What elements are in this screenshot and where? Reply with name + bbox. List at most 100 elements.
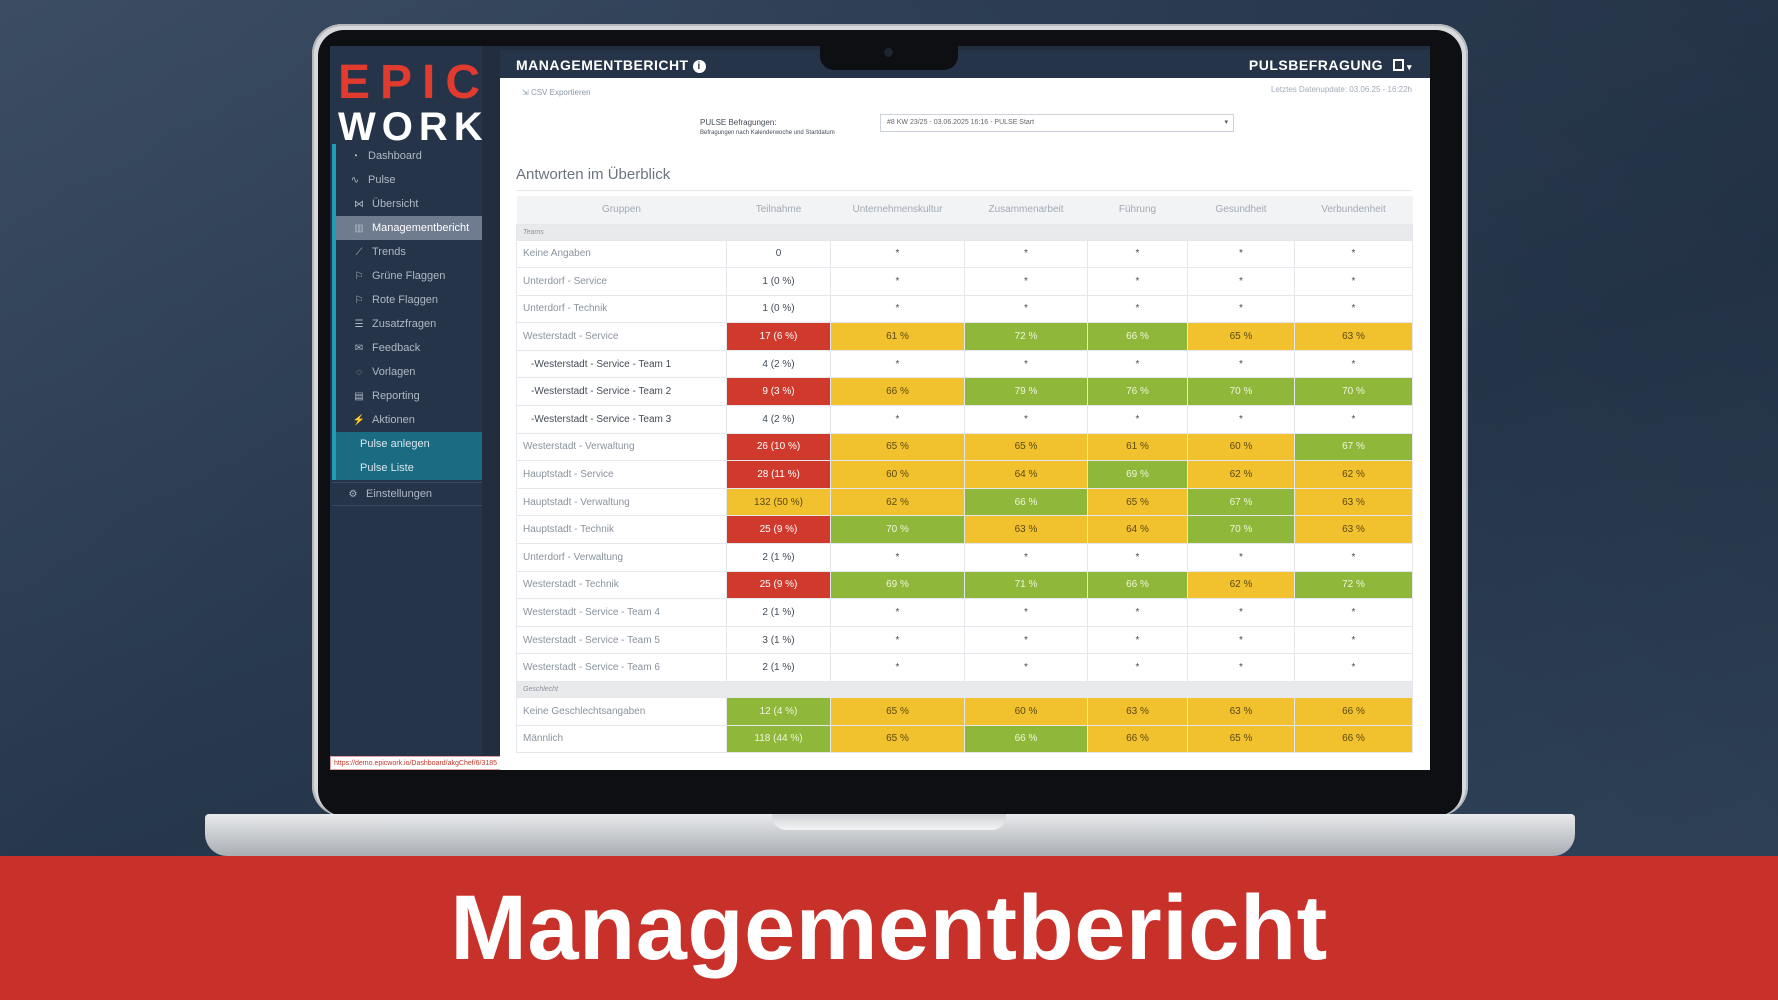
sidebar-item-dashboard[interactable]: ◔ Dashboard <box>332 144 482 168</box>
table-header-row: Gruppen Teilnahme Unternehmenskultur Zusamm… <box>516 196 1413 225</box>
score-cell: * <box>1187 405 1295 434</box>
sidebar-item-trends[interactable]: ⟋ Trends <box>332 240 482 264</box>
logo-epic-text: EPIC <box>338 56 491 109</box>
table-row[interactable]: Unterdorf - Verwaltung 2 (1 %) * * * * * <box>516 543 1413 572</box>
score-cell: * <box>964 349 1088 379</box>
sidebar-item-pulse-liste[interactable]: Pulse Liste <box>332 456 482 480</box>
group-label: Geschlecht <box>516 681 1413 698</box>
gauge-icon: ◔ <box>351 150 359 162</box>
table-row[interactable]: Hauptstadt - Service 28 (11 %) 60 % 64 % 69 … <box>516 460 1413 489</box>
score-cell: 60 % <box>830 460 965 489</box>
score-cell: * <box>830 625 965 655</box>
sidebar-item-einstellungen[interactable]: ⚙ Einstellungen <box>332 482 482 506</box>
score-cell: * <box>1087 294 1188 324</box>
group-name-cell: Keine Angaben <box>516 239 727 269</box>
score-cell: * <box>1187 625 1295 655</box>
score-cell: * <box>1294 349 1413 379</box>
group-name-cell: Unterdorf - Service <box>516 267 727 296</box>
group-name-cell: Hauptstadt - Technik <box>516 515 727 545</box>
table-row[interactable]: Hauptstadt - Technik 25 (9 %) 70 % 63 % 64 %… <box>516 515 1413 545</box>
column-header: Verbundenheit <box>1294 196 1413 225</box>
chevron-down-icon: ▾ <box>1224 119 1228 126</box>
survey-menu[interactable]: PULSBEFRAGUNG ▾ <box>1249 57 1412 73</box>
score-cell: 26 (10 %) <box>726 432 831 462</box>
group-name-cell: Westerstadt - Verwaltung <box>516 432 727 462</box>
score-cell: * <box>964 239 1088 269</box>
score-cell: 64 % <box>1087 515 1188 545</box>
table-row[interactable]: Keine Geschlechtsangaben 12 (4 %) 65 % 60 %… <box>516 697 1413 726</box>
sidebar-item-managementbericht[interactable]: ▥ Managementbericht <box>332 216 482 240</box>
score-cell: 72 % <box>964 322 1088 351</box>
table-row[interactable]: Männlich 118 (44 %) 65 % 66 % 66 % 65 % 66 % <box>516 724 1413 754</box>
sidebar-item-aktionen[interactable]: ⚡ Aktionen <box>332 408 482 432</box>
score-cell: 62 % <box>1187 570 1295 600</box>
score-cell: 25 (9 %) <box>726 515 831 545</box>
epicwork-logo[interactable]: EPIC WORK <box>338 56 491 149</box>
sidebar-item-grüne-flaggen[interactable]: ⚐ Grüne Flaggen <box>332 264 482 288</box>
table-row[interactable]: Westerstadt - Technik 25 (9 %) 69 % 71 % 66 … <box>516 570 1413 600</box>
column-header: Führung <box>1087 196 1188 225</box>
score-cell: 4 (2 %) <box>726 405 831 434</box>
table-row[interactable]: Westerstadt - Service 17 (6 %) 61 % 72 % 66 … <box>516 322 1413 351</box>
score-cell: * <box>964 653 1088 682</box>
sidebar-item-vorlagen[interactable]: ◌ Vorlagen <box>332 360 482 384</box>
score-cell: 63 % <box>1294 515 1413 545</box>
flag-icon: ⚐ <box>354 294 364 306</box>
score-cell: 70 % <box>830 515 965 545</box>
sidebar-item-reporting[interactable]: ▤ Reporting <box>332 384 482 408</box>
table-row[interactable]: Unterdorf - Service 1 (0 %) * * * * * <box>516 267 1413 296</box>
sidebar-item-label: Dashboard <box>368 150 422 162</box>
sidebar-item-label: Managementbericht <box>372 222 470 234</box>
score-cell: * <box>1087 405 1188 434</box>
sidebar-item-feedback[interactable]: ✉ Feedback <box>332 336 482 360</box>
score-cell: 63 % <box>964 515 1088 545</box>
sidebar-item-übersicht[interactable]: ⋈ Übersicht <box>332 192 482 216</box>
sidebar-item-rote-flaggen[interactable]: ⚐ Rote Flaggen <box>332 288 482 312</box>
score-cell: 61 % <box>1087 432 1188 462</box>
score-cell: * <box>1294 267 1413 296</box>
score-cell: * <box>1087 267 1188 296</box>
table-row[interactable]: Westerstadt - Verwaltung 26 (10 %) 65 % 65 … <box>516 432 1413 462</box>
page-title: MANAGEMENTBERICHT i <box>516 57 706 73</box>
table-row[interactable]: Hauptstadt - Verwaltung 132 (50 %) 62 % 66 … <box>516 487 1413 517</box>
pulse-select[interactable]: #8 KW 23/25 - 03.06.2025 16:16 - PULSE S… <box>880 114 1234 132</box>
table-row[interactable]: Unterdorf - Technik 1 (0 %) * * * * * <box>516 294 1413 324</box>
score-cell: * <box>1187 598 1295 627</box>
score-cell: 65 % <box>830 724 965 754</box>
list-icon: ☰ <box>354 318 364 330</box>
score-cell: * <box>964 543 1088 572</box>
score-cell: 1 (0 %) <box>726 294 831 324</box>
score-cell: 60 % <box>1187 432 1295 462</box>
score-cell: * <box>830 405 965 434</box>
score-cell: * <box>1294 239 1413 269</box>
csv-export-button[interactable]: ⇲ CSV Exportieren <box>522 88 591 97</box>
sidebar-item-zusatzfragen[interactable]: ☰ Zusatzfragen <box>332 312 482 336</box>
chart-icon: ▥ <box>354 222 364 234</box>
score-cell: 65 % <box>830 432 965 462</box>
score-cell: * <box>964 294 1088 324</box>
sidebar-nav: ◔ Dashboard ∿ Pulse ⋈ Übersicht ▥ Managementber… <box>332 144 482 506</box>
divider <box>516 190 1412 191</box>
bolt-icon: ⚡ <box>352 414 366 426</box>
sidebar-item-pulse[interactable]: ∿ Pulse <box>332 168 482 192</box>
group-name-cell: Hauptstadt - Verwaltung <box>516 487 727 517</box>
info-icon[interactable]: i <box>692 60 706 73</box>
group-name-cell: Westerstadt - Service - Team 5 <box>516 625 727 655</box>
page-title-text: MANAGEMENTBERICHT <box>516 57 689 73</box>
score-cell: * <box>830 349 965 379</box>
score-cell: 61 % <box>830 322 965 351</box>
sidebar-item-pulse-anlegen[interactable]: Pulse anlegen <box>332 432 482 456</box>
logo-work-text: WORK <box>338 105 489 149</box>
gears-icon: ⚙ <box>348 488 358 500</box>
group-name-cell: Westerstadt - Service - Team 6 <box>516 653 727 682</box>
table-row[interactable]: Keine Angaben 0 * * * * * <box>516 239 1413 269</box>
sidebar-item-label: Grüne Flaggen <box>372 270 446 282</box>
score-cell: * <box>1294 405 1413 434</box>
group-name-cell: Männlich <box>516 724 727 754</box>
